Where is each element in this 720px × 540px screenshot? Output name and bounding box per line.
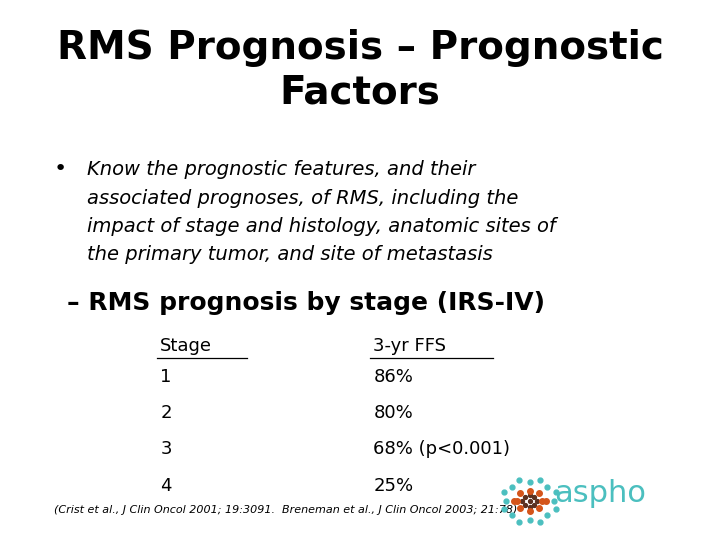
Text: impact of stage and histology, anatomic sites of: impact of stage and histology, anatomic … [87,217,556,236]
Text: 3-yr FFS: 3-yr FFS [373,337,446,355]
Text: 86%: 86% [373,368,413,386]
Text: 1: 1 [161,368,171,386]
Text: Stage: Stage [161,337,212,355]
Text: 25%: 25% [373,477,413,495]
Text: – RMS prognosis by stage (IRS-IV): – RMS prognosis by stage (IRS-IV) [67,292,545,315]
Text: (Crist et al., J Clin Oncol 2001; 19:3091.  Breneman et al., J Clin Oncol 2003; : (Crist et al., J Clin Oncol 2001; 19:309… [54,505,517,515]
Text: 4: 4 [161,477,172,495]
Text: the primary tumor, and site of metastasis: the primary tumor, and site of metastasi… [87,245,493,265]
Text: RMS Prognosis – Prognostic
Factors: RMS Prognosis – Prognostic Factors [57,30,663,111]
Text: 68% (p<0.001): 68% (p<0.001) [373,441,510,458]
Text: 80%: 80% [373,404,413,422]
Text: associated prognoses, of RMS, including the: associated prognoses, of RMS, including … [87,189,518,208]
Text: aspho: aspho [554,479,646,508]
Text: •: • [54,159,67,179]
Text: 2: 2 [161,404,172,422]
Text: 3: 3 [161,441,172,458]
Text: Know the prognostic features, and their: Know the prognostic features, and their [87,160,475,179]
